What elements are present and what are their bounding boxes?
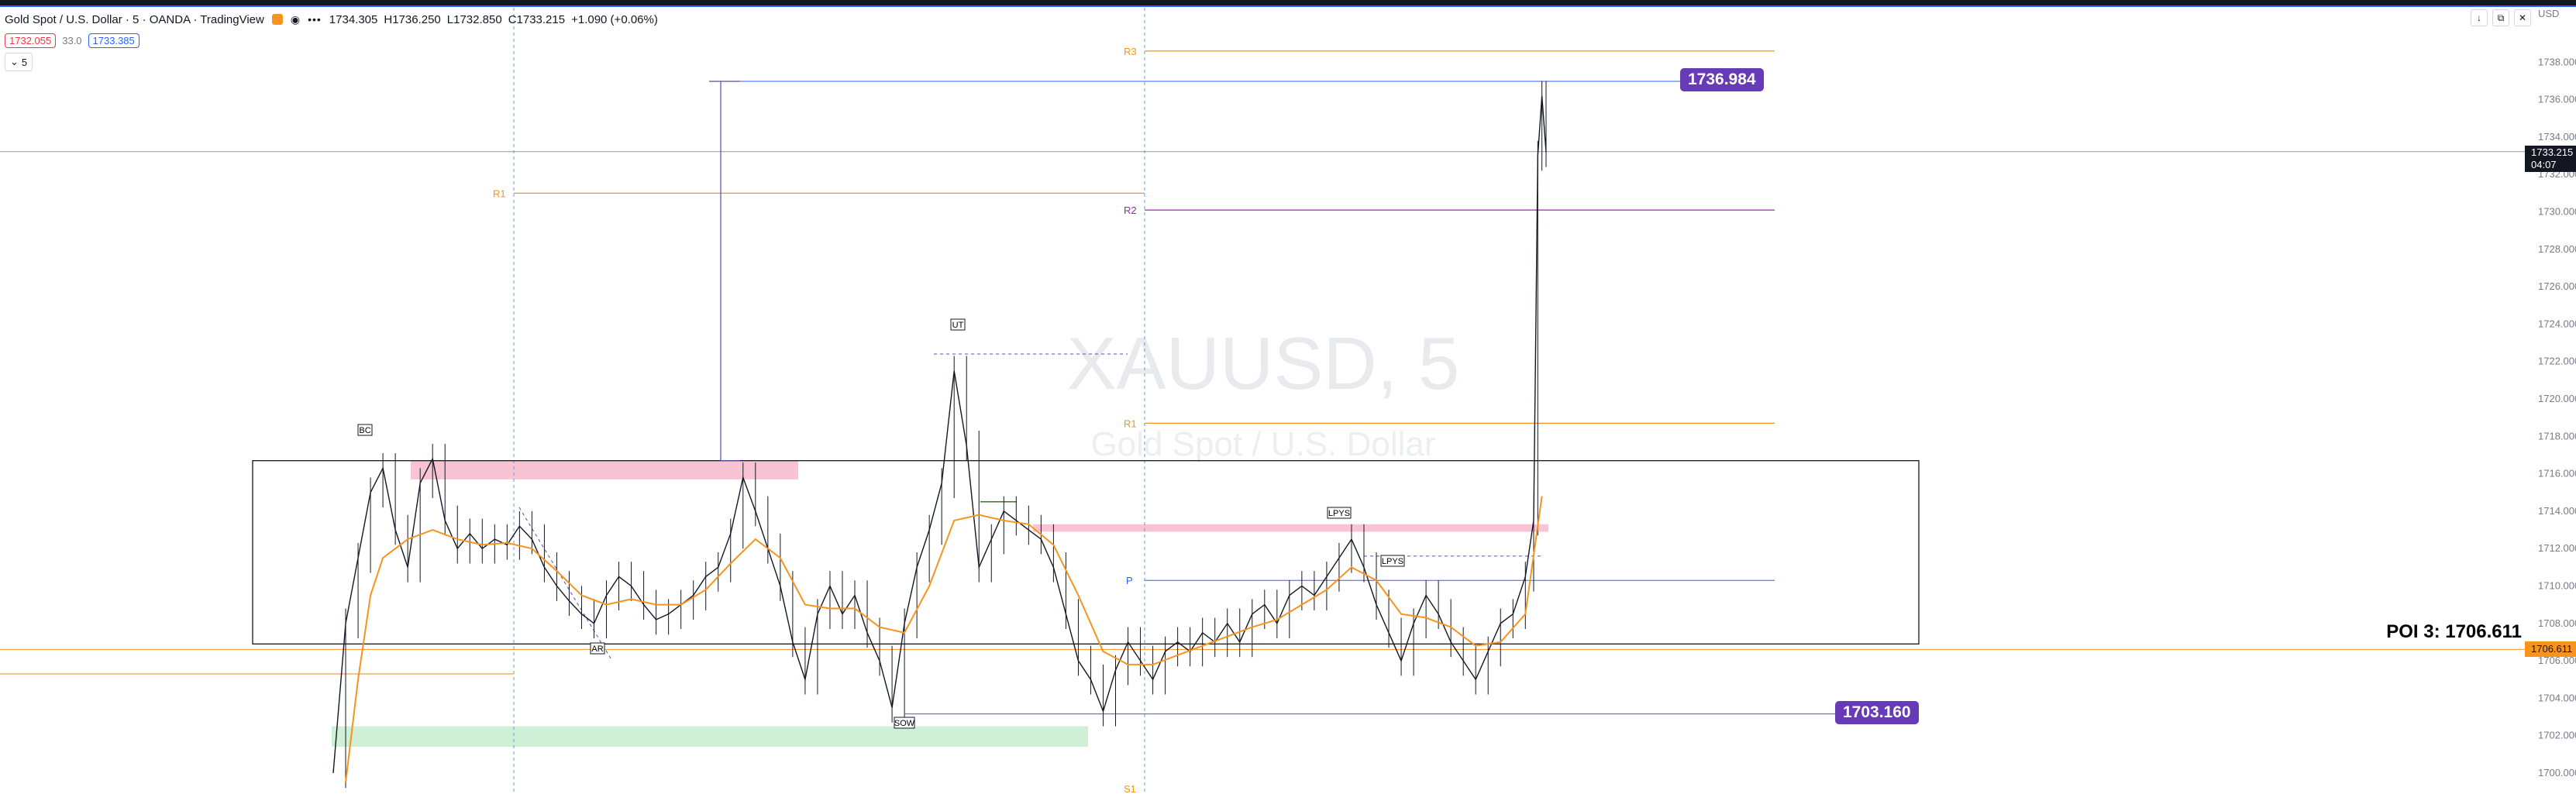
price-tick-label: 1716.000 bbox=[2538, 468, 2576, 479]
price-tick-label: 1718.000 bbox=[2538, 430, 2576, 442]
window-controls: ↓ ⧉ ✕ bbox=[2471, 9, 2531, 26]
bar-countdown: 04:07 bbox=[2531, 158, 2557, 170]
measure-line bbox=[709, 81, 740, 462]
pivot-r1-label: R1 bbox=[1124, 418, 1137, 429]
last-price-value: 1733.215 bbox=[2531, 146, 2574, 158]
supply-zone bbox=[411, 460, 798, 479]
symbol-title[interactable]: Gold Spot / U.S. Dollar · 5 · OANDA · Tr… bbox=[5, 12, 264, 26]
chevron-down-icon: ⌄ bbox=[10, 56, 19, 67]
ohlc-high: H1736.250 bbox=[384, 12, 441, 26]
price-tick-label: 1730.000 bbox=[2538, 206, 2576, 218]
interval-value: 5 bbox=[21, 56, 28, 68]
poi-price-tag: 1706.611 bbox=[2525, 641, 2576, 658]
watermark-name: Gold Spot / U.S. Dollar bbox=[1090, 425, 1435, 463]
demand-zone bbox=[332, 726, 1088, 748]
down-arrow-icon[interactable]: ↓ bbox=[2471, 9, 2488, 26]
chart-legend[interactable]: Gold Spot / U.S. Dollar · 5 · OANDA · Tr… bbox=[5, 11, 664, 28]
ohlc-low: L1732.850 bbox=[446, 12, 502, 26]
market-status-icon bbox=[271, 14, 283, 25]
ar-trend-line bbox=[518, 507, 613, 662]
svg-text:SOW: SOW bbox=[894, 719, 915, 728]
price-tick-label: 1712.000 bbox=[2538, 542, 2576, 554]
ohlc-change: +1.090 (+0.06%) bbox=[571, 12, 658, 26]
price-tick-label: 1734.000 bbox=[2538, 131, 2576, 143]
svg-text:LPYS: LPYS bbox=[1328, 509, 1350, 518]
price-tick-label: 1714.000 bbox=[2538, 505, 2576, 517]
price-axis-currency: USD bbox=[2538, 8, 2559, 19]
buy-button[interactable]: 1733.385 bbox=[88, 33, 139, 48]
sell-button[interactable]: 1732.055 bbox=[5, 33, 57, 48]
ohlc-close: C1733.215 bbox=[508, 12, 566, 26]
top-bar bbox=[0, 0, 2576, 7]
price-tick-label: 1706.000 bbox=[2538, 655, 2576, 666]
pivot-r3-label: R3 bbox=[1124, 46, 1137, 57]
svg-text:LPYS: LPYS bbox=[1382, 557, 1403, 566]
price-tick-label: 1710.000 bbox=[2538, 579, 2576, 591]
price-tick-label: 1722.000 bbox=[2538, 356, 2576, 367]
tag-ut: UT bbox=[950, 318, 966, 331]
price-tick-label: 1702.000 bbox=[2538, 730, 2576, 741]
tag-lpys-2: LPYS bbox=[1380, 555, 1405, 567]
price-tick-label: 1726.000 bbox=[2538, 280, 2576, 292]
trade-buttons: 1732.055 33.0 1733.385 bbox=[5, 31, 139, 50]
interval-toggle[interactable]: ⌄ 5 bbox=[5, 53, 33, 71]
price-tick-label: 1728.000 bbox=[2538, 243, 2576, 255]
price-tick-label: 1724.000 bbox=[2538, 318, 2576, 329]
svg-text:UT: UT bbox=[952, 321, 964, 330]
tag-sow: SOW bbox=[894, 717, 915, 729]
price-tick-label: 1708.000 bbox=[2538, 617, 2576, 629]
pivot-r2-label: R2 bbox=[1124, 205, 1137, 216]
tag-lpys-1: LPYS bbox=[1327, 507, 1352, 519]
lpys-zone bbox=[1033, 524, 1548, 532]
top-bar-accent bbox=[0, 5, 2576, 7]
low-price-flag: 1703.160 bbox=[1835, 700, 1919, 724]
price-tick-label: 1700.000 bbox=[2538, 767, 2576, 779]
price-axis[interactable]: 1738.0001736.0001734.0001732.0001730.000… bbox=[2538, 56, 2576, 779]
eye-icon[interactable]: ◉ bbox=[290, 12, 301, 26]
price-tick-label: 1704.000 bbox=[2538, 692, 2576, 703]
moving-average-line bbox=[345, 496, 1543, 783]
poi-label: POI 3: 1706.611 bbox=[2386, 621, 2522, 643]
tag-bc: BC bbox=[357, 424, 373, 436]
trading-range-box bbox=[252, 460, 1920, 644]
price-tick-label: 1720.000 bbox=[2538, 393, 2576, 404]
svg-text:AR: AR bbox=[591, 644, 603, 654]
svg-text:BC: BC bbox=[359, 426, 370, 435]
spread-value: 33.0 bbox=[62, 34, 82, 46]
last-price-tag: 1733.215 04:07 bbox=[2525, 145, 2576, 172]
more-icon[interactable]: ••• bbox=[308, 13, 322, 26]
pivot-p-label: P bbox=[1126, 575, 1133, 586]
price-tick-label: 1736.000 bbox=[2538, 94, 2576, 105]
close-icon[interactable]: ✕ bbox=[2514, 9, 2531, 26]
ohlc-open: 1734.305 bbox=[329, 12, 378, 26]
price-series bbox=[332, 95, 1547, 773]
tag-ar: AR bbox=[590, 642, 605, 655]
watermark-symbol: XAUUSD, 5 bbox=[1067, 322, 1460, 405]
pivot-r1-left-label: R1 bbox=[493, 187, 506, 199]
wyckoff-tags: BC AR UT SOW LPYS LPYS bbox=[357, 318, 1405, 729]
restore-icon[interactable]: ⧉ bbox=[2492, 9, 2509, 26]
pivot-s1-label: S1 bbox=[1124, 783, 1136, 794]
high-price-flag: 1736.984 bbox=[1680, 67, 1764, 91]
price-tick-label: 1738.000 bbox=[2538, 56, 2576, 67]
